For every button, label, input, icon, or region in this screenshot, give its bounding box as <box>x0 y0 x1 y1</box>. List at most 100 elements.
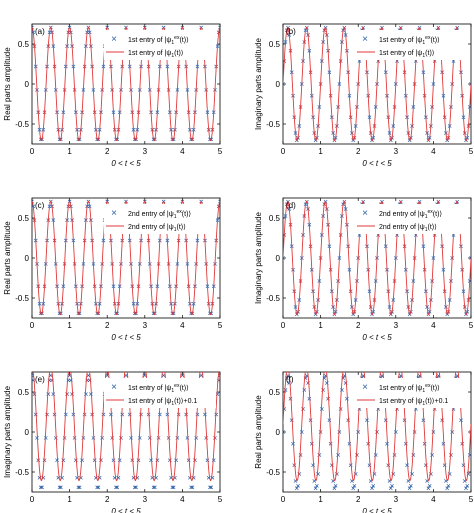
series-marker <box>283 256 285 260</box>
series-marker <box>134 485 138 490</box>
legend-label: 1st entry of |ψ1ex(t)⟩ <box>128 35 189 46</box>
x-tick-label: 4 <box>180 321 185 330</box>
series-line <box>283 372 471 482</box>
series-marker <box>130 458 135 463</box>
x-tick-label: 3 <box>394 495 399 504</box>
series-marker <box>467 453 471 457</box>
panel-a: 0 1 2 3 4 5 0.5 0 -0.5 0 < t < 5 Real parts amplit… <box>3 23 223 168</box>
series-marker <box>80 458 84 463</box>
series-marker <box>296 483 300 488</box>
series-marker <box>326 396 330 401</box>
x-tick-label: 0 <box>30 321 35 330</box>
x-tick-label: 4 <box>180 147 185 156</box>
series-marker <box>469 82 471 86</box>
series-marker <box>115 485 120 490</box>
series-marker <box>446 483 451 488</box>
x-tick-label: 2 <box>356 321 361 330</box>
x-tick-label: 0 <box>281 495 286 504</box>
x-axis-label: 0 < t < 5 <box>362 507 392 513</box>
series-marker <box>390 483 394 488</box>
y-tick-label: 0.5 <box>269 40 281 49</box>
panel-b: 0 1 2 3 4 5 0.5 0 -0.5 0 < t < 5 Imaginary parts a… <box>254 23 474 168</box>
series-marker <box>36 458 41 463</box>
x-tick-label: 5 <box>469 321 474 330</box>
x-tick-label: 0 <box>30 495 35 504</box>
y-tick-label: 0 <box>25 254 30 263</box>
legend-label: 1st entry of |ψ1(t)⟩+0.1 <box>379 397 448 407</box>
legend-marker: × <box>111 382 117 393</box>
series-marker <box>294 486 299 491</box>
series-marker <box>70 392 74 397</box>
y-axis-label: Imaginary parts amplitude <box>254 211 263 304</box>
legend-label: 2nd entry of |ψ1(t)⟩ <box>379 223 437 233</box>
series-marker <box>355 453 359 457</box>
x-tick-label: 4 <box>180 495 185 504</box>
legend-label: 1st entry of |ψ1(t)⟩ <box>379 49 435 59</box>
series-marker <box>92 458 97 463</box>
series-marker <box>189 485 194 490</box>
series-marker <box>32 25 34 30</box>
series-marker <box>171 485 176 490</box>
series-marker <box>283 430 285 434</box>
series-marker <box>65 392 69 397</box>
legend-label: 1st entry of |ψ1(t)⟩+0.1 <box>128 397 197 407</box>
series-marker <box>298 453 303 457</box>
panel-label: (a) <box>35 27 45 36</box>
y-axis-label: Imaginary parts amplitude <box>3 385 12 478</box>
legend-box <box>104 378 216 408</box>
x-tick-label: 4 <box>431 147 436 156</box>
x-tick-label: 3 <box>143 147 148 156</box>
series-marker <box>392 453 397 457</box>
series-marker <box>317 453 322 457</box>
series-line <box>32 200 220 316</box>
x-axis-label: 0 < t < 5 <box>362 333 392 342</box>
legend-label: 1st entry of |ψ1ex(t)⟩ <box>128 383 189 394</box>
y-tick-label: 0.5 <box>18 214 30 223</box>
series-marker <box>469 256 471 260</box>
series-marker <box>89 392 93 397</box>
panel-label: (d) <box>286 201 296 210</box>
y-tick-label: 0 <box>276 428 281 437</box>
legend-label: 1st entry of |ψ1ex(t)⟩ <box>379 35 440 46</box>
y-axis-label: Real parts amplitude <box>254 395 263 469</box>
series-marker <box>371 483 376 488</box>
x-tick-label: 3 <box>394 147 399 156</box>
series-marker <box>114 485 118 490</box>
x-tick-label: 1 <box>67 321 72 330</box>
series-marker <box>61 458 66 463</box>
x-tick-label: 2 <box>105 147 110 156</box>
x-tick-label: 5 <box>218 147 223 156</box>
series-marker <box>388 486 393 491</box>
series-marker <box>430 453 434 457</box>
series-marker <box>218 199 220 204</box>
legend-marker: × <box>362 34 368 45</box>
legend-label: 1st entry of |ψ1(t)⟩ <box>128 49 184 59</box>
x-axis-label: 0 < t < 5 <box>111 159 141 168</box>
legend-label: 2nd entry of |ψ1ex(t)⟩ <box>379 209 442 220</box>
series-marker <box>288 396 293 401</box>
legend-box <box>104 30 216 60</box>
series-marker <box>77 485 82 490</box>
series-marker <box>370 486 374 491</box>
series-marker <box>95 485 100 490</box>
x-tick-label: 3 <box>394 321 399 330</box>
legend-box <box>104 204 216 234</box>
x-tick-label: 1 <box>67 495 72 504</box>
legend-box <box>355 30 467 60</box>
panel-label: (f) <box>286 375 294 384</box>
series-marker <box>215 392 220 397</box>
x-tick-label: 0 <box>30 147 35 156</box>
x-tick-label: 0 <box>281 321 286 330</box>
panel-label: (e) <box>35 375 45 384</box>
x-tick-label: 1 <box>318 147 323 156</box>
series-marker <box>313 486 318 491</box>
legend-marker: × <box>111 208 117 219</box>
series-marker <box>449 453 453 457</box>
x-axis-label: 0 < t < 5 <box>111 507 141 513</box>
series-marker <box>46 392 51 397</box>
series-marker <box>38 485 43 490</box>
x-tick-label: 0 <box>281 147 286 156</box>
x-tick-label: 1 <box>67 147 72 156</box>
series-marker <box>408 483 413 488</box>
x-tick-label: 2 <box>356 495 361 504</box>
